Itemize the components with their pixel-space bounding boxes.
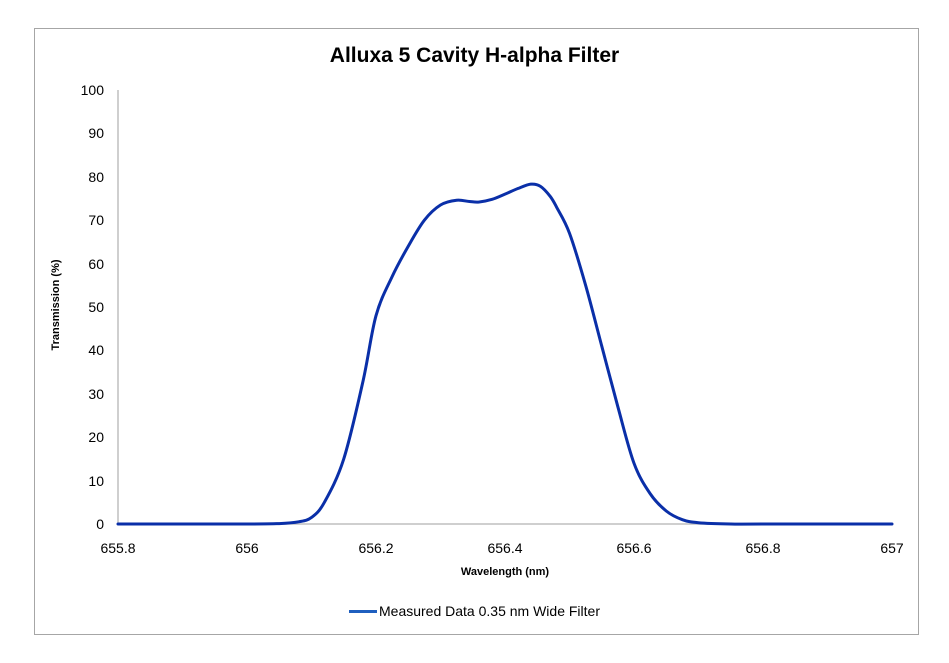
x-tick-label: 656 — [235, 540, 259, 556]
x-tick-label: 656.2 — [358, 540, 394, 556]
chart-frame — [34, 28, 919, 635]
series-line-measured-data — [116, 182, 894, 526]
y-tick-label: 60 — [88, 255, 104, 272]
y-tick-label: 80 — [88, 168, 104, 185]
y-tick-label: 100 — [80, 82, 104, 98]
y-tick-label: 50 — [88, 299, 104, 315]
y-tick-label: 10 — [88, 472, 104, 489]
chart-title: Alluxa 5 Cavity H-alpha Filter — [329, 44, 620, 67]
legend-swatch — [349, 609, 377, 613]
x-tick-label: 656.6 — [616, 540, 652, 556]
y-tick-label: 30 — [88, 385, 104, 402]
y-tick-label: 90 — [88, 125, 104, 142]
x-tick-label: 655.8 — [100, 540, 136, 556]
legend-label: Measured Data 0.35 nm Wide Filter — [379, 603, 600, 619]
x-tick-label: 657 — [880, 540, 904, 556]
x-tick-label: 656.4 — [487, 540, 523, 556]
y-tick-label: 70 — [88, 212, 104, 229]
y-tick-label: 0 — [96, 516, 104, 532]
x-tick-label: 656.8 — [745, 540, 781, 556]
y-tick-label: 40 — [88, 342, 104, 359]
y-tick-label: 20 — [88, 429, 104, 446]
x-axis-label: Wavelength (nm) — [460, 566, 550, 578]
legend: Measured Data 0.35 nm Wide Filter — [0, 603, 949, 619]
